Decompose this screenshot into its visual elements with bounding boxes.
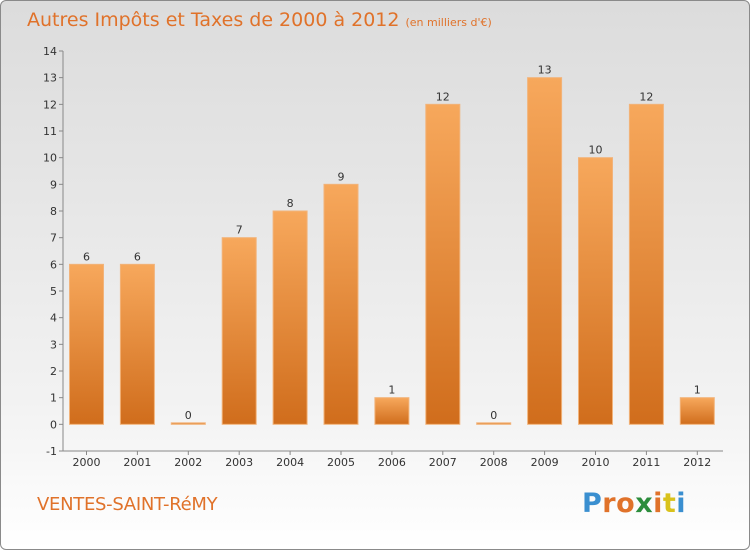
- logo-letter: o: [616, 488, 636, 519]
- bar-value-label: 10: [589, 144, 603, 157]
- chart-title: Autres Impôts et Taxes de 2000 à 2012 (en…: [27, 9, 492, 31]
- bar-value-label: 0: [185, 409, 192, 422]
- bar: [374, 397, 410, 425]
- bar: [323, 183, 359, 425]
- x-tick-label: 2008: [480, 456, 508, 469]
- x-tick-label: 2006: [378, 456, 406, 469]
- x-tick-label: 2004: [276, 456, 304, 469]
- x-tick-label: 2010: [582, 456, 610, 469]
- bar: [170, 422, 206, 425]
- bar: [527, 77, 563, 425]
- bar: [272, 210, 308, 425]
- x-tick-label: 2002: [174, 456, 202, 469]
- bar: [628, 103, 664, 425]
- y-tick-label: -1: [46, 445, 57, 458]
- y-tick-label: 7: [50, 232, 57, 245]
- y-tick-label: 1: [50, 392, 57, 405]
- bar-value-label: 6: [83, 250, 90, 263]
- bar-value-label: 1: [694, 384, 701, 397]
- bar: [679, 397, 715, 425]
- y-tick-label: 5: [50, 285, 57, 298]
- chart-unit-label: (en milliers d'€): [405, 16, 492, 29]
- bar-value-label: 12: [639, 90, 653, 103]
- y-tick-label: 14: [43, 45, 57, 58]
- bar: [476, 422, 512, 425]
- logo-letter: i: [653, 488, 663, 519]
- bars: 6 6 0 7 8 9 1 12 0 13 10 12 1: [69, 64, 715, 425]
- bar: [119, 263, 155, 425]
- x-tick-label: 2009: [531, 456, 559, 469]
- logo-letter: r: [602, 488, 617, 519]
- x-tick-label: 2003: [225, 456, 253, 469]
- bar: [425, 103, 461, 425]
- x-tick-label: 2007: [429, 456, 457, 469]
- x-tick-label: 2001: [123, 456, 151, 469]
- x-tick-label: 2000: [73, 456, 101, 469]
- bar: [69, 263, 104, 425]
- x-tick-label: 2012: [683, 456, 711, 469]
- bar: [578, 157, 613, 425]
- y-tick-label: 3: [50, 338, 57, 351]
- logo-letter: P: [582, 488, 603, 519]
- bar: [221, 237, 257, 425]
- x-tick-label: 2005: [327, 456, 355, 469]
- y-tick-label: 13: [43, 72, 57, 85]
- commune-name: VENTES-SAINT-RéMY: [37, 494, 218, 515]
- logo-letter: t: [662, 488, 677, 519]
- y-tick-label: 2: [50, 365, 57, 378]
- logo-letter: x: [635, 488, 654, 519]
- y-tick-label: 12: [43, 98, 57, 111]
- bar-value-label: 6: [134, 250, 141, 263]
- y-tick-label: 9: [50, 178, 57, 191]
- proxiti-logo[interactable]: Proxiti: [582, 488, 686, 519]
- y-tick-label: 6: [50, 258, 57, 271]
- bar-value-label: 9: [338, 170, 345, 183]
- bar-value-label: 7: [236, 224, 243, 237]
- chart-title-text: Autres Impôts et Taxes de 2000 à 2012: [27, 9, 400, 31]
- y-tick-label: 4: [50, 312, 57, 325]
- bar-value-label: 12: [436, 90, 450, 103]
- bar-value-label: 0: [490, 409, 497, 422]
- x-tick-label: 2011: [632, 456, 660, 469]
- y-tick-label: 11: [43, 125, 57, 138]
- y-tick-label: 10: [43, 152, 57, 165]
- bar-value-label: 13: [538, 64, 552, 77]
- logo-letter: i: [676, 488, 687, 519]
- x-axis-ticks: 2000 2001 2002 2003 2004 2005 2006 2007 2008 2009…: [73, 451, 711, 469]
- bar-value-label: 1: [388, 384, 395, 397]
- bar-value-label: 8: [287, 197, 294, 210]
- y-tick-label: 8: [50, 205, 57, 218]
- y-tick-label: 0: [50, 418, 57, 431]
